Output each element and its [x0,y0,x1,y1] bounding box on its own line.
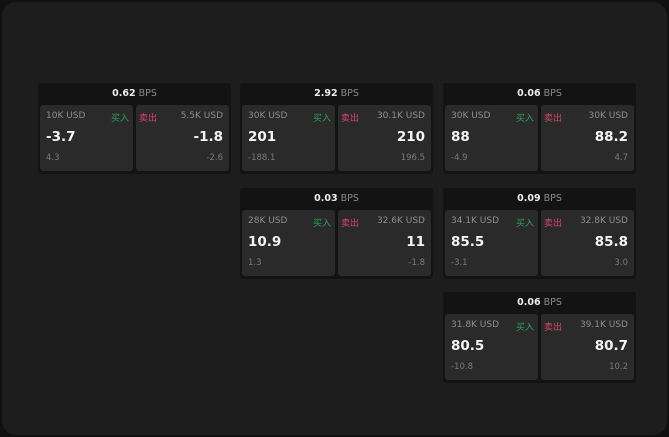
spread-value: 0.09 [517,193,541,204]
sell-change: -2.6 [206,153,223,163]
buy-size: 30K USD [248,111,288,121]
buy-change: -3.1 [451,258,468,268]
sell-label: 卖出 [341,219,360,229]
sell-tile[interactable]: 卖出 30K USD 88.2 4.7 [541,105,634,171]
sell-price: 210 [396,129,425,145]
buy-change: 4.3 [46,153,60,163]
sell-label: 卖出 [544,219,563,229]
buy-label: 买入 [312,219,331,229]
buy-change: -4.9 [451,153,468,163]
sell-label: 卖出 [139,114,158,124]
quote-card: 0.06 BPS 31.8K USD 买入 80.5 -10.8 卖出 39.1… [443,292,636,383]
spread-unit: BPS [543,297,562,308]
sell-price: 11 [406,234,425,250]
buy-price: 88 [451,129,470,145]
buy-change: -10.8 [451,362,473,372]
spread-value: 0.06 [517,88,541,99]
sell-size: 32.8K USD [579,216,628,226]
buy-tile[interactable]: 10K USD 买入 -3.7 4.3 [40,105,133,171]
sell-tile[interactable]: 卖出 5.5K USD -1.8 -2.6 [136,105,229,171]
buy-price: 80.5 [451,338,485,354]
sell-size: 30K USD [588,111,628,121]
buy-label: 买入 [515,219,534,229]
sell-size: 39.1K USD [579,320,628,330]
spread-unit: BPS [340,193,359,204]
spread-value: 0.03 [314,193,338,204]
spread-value: 2.92 [314,88,338,99]
buy-size: 10K USD [46,111,86,121]
quote-card: 0.06 BPS 30K USD 买入 88 -4.9 卖出 30K USD 8… [443,83,636,174]
buy-label: 买入 [110,114,129,124]
sell-change: 10.2 [609,362,628,372]
buy-price: -3.7 [46,129,76,145]
quote-card: 0.62 BPS 10K USD 买入 -3.7 4.3 卖出 5.5K USD… [38,83,231,174]
buy-tile[interactable]: 30K USD 买入 88 -4.9 [445,105,538,171]
quote-card: 2.92 BPS 30K USD 买入 201 -188.1 卖出 30.1K … [240,83,433,174]
buy-label: 买入 [515,114,534,124]
spread-header: 0.03 BPS [240,188,433,210]
sell-change: -1.8 [408,258,425,268]
sell-label: 卖出 [544,114,563,124]
buy-tile[interactable]: 28K USD 买入 10.9 1.3 [242,210,335,276]
sell-label: 卖出 [341,114,360,124]
sell-tile[interactable]: 卖出 30.1K USD 210 196.5 [338,105,431,171]
sell-size: 5.5K USD [180,111,223,121]
sell-change: 196.5 [400,153,425,163]
buy-change: -188.1 [248,153,276,163]
spread-header: 0.06 BPS [443,83,636,105]
spread-unit: BPS [543,88,562,99]
buy-change: 1.3 [248,258,262,268]
sell-change: 4.7 [614,153,628,163]
buy-size: 31.8K USD [451,320,500,330]
buy-label: 买入 [312,114,331,124]
sell-price: 80.7 [594,338,628,354]
quote-card: 0.09 BPS 34.1K USD 买入 85.5 -3.1 卖出 32.8K… [443,188,636,279]
buy-size: 28K USD [248,216,288,226]
spread-unit: BPS [340,88,359,99]
spread-header: 0.09 BPS [443,188,636,210]
buy-price: 10.9 [248,234,282,250]
sell-size: 30.1K USD [376,111,425,121]
spread-value: 0.06 [517,297,541,308]
sell-price: 88.2 [594,129,628,145]
sell-change: 3.0 [614,258,628,268]
buy-price: 201 [248,129,277,145]
quote-card: 0.03 BPS 28K USD 买入 10.9 1.3 卖出 32.6K US… [240,188,433,279]
buy-tile[interactable]: 31.8K USD 买入 80.5 -10.8 [445,314,538,380]
spread-header: 0.62 BPS [38,83,231,105]
sell-tile[interactable]: 卖出 39.1K USD 80.7 10.2 [541,314,634,380]
sell-size: 32.6K USD [376,216,425,226]
sell-tile[interactable]: 卖出 32.8K USD 85.8 3.0 [541,210,634,276]
spread-unit: BPS [138,88,157,99]
spread-value: 0.62 [112,88,136,99]
buy-tile[interactable]: 34.1K USD 买入 85.5 -3.1 [445,210,538,276]
spread-header: 2.92 BPS [240,83,433,105]
sell-tile[interactable]: 卖出 32.6K USD 11 -1.8 [338,210,431,276]
buy-label: 买入 [515,323,534,333]
buy-size: 34.1K USD [451,216,500,226]
sell-label: 卖出 [544,323,563,333]
buy-tile[interactable]: 30K USD 买入 201 -188.1 [242,105,335,171]
sell-price: 85.8 [594,234,628,250]
buy-size: 30K USD [451,111,491,121]
buy-price: 85.5 [451,234,485,250]
sell-price: -1.8 [193,129,223,145]
spread-unit: BPS [543,193,562,204]
spread-header: 0.06 BPS [443,292,636,314]
